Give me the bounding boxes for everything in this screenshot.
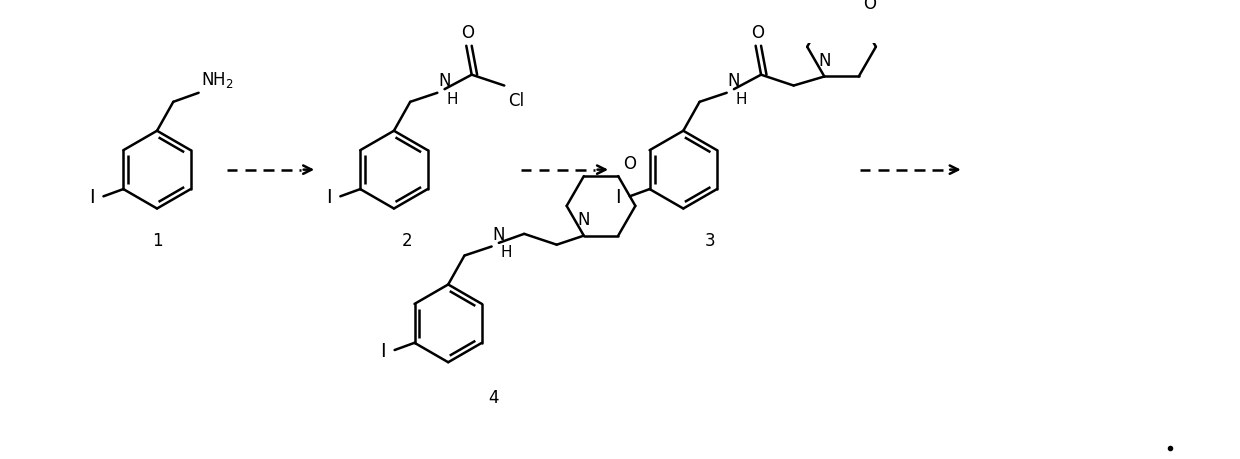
Text: N: N — [818, 52, 831, 70]
Text: 4: 4 — [489, 388, 498, 406]
Text: N: N — [578, 211, 590, 229]
Text: N: N — [438, 72, 451, 90]
Text: N: N — [492, 225, 505, 243]
Text: H: H — [735, 91, 748, 106]
Text: H: H — [446, 91, 458, 106]
Text: I: I — [615, 187, 621, 207]
Text: 1: 1 — [151, 232, 162, 250]
Text: 3: 3 — [706, 232, 715, 250]
Text: Cl: Cl — [508, 92, 525, 110]
Text: I: I — [89, 187, 94, 207]
Text: O: O — [863, 0, 877, 13]
Text: 2: 2 — [402, 232, 413, 250]
Text: O: O — [622, 154, 636, 172]
Text: N: N — [728, 72, 740, 90]
Text: H: H — [501, 245, 512, 260]
Text: O: O — [461, 24, 475, 42]
Text: O: O — [751, 24, 764, 42]
Text: I: I — [326, 187, 331, 207]
Text: NH$_2$: NH$_2$ — [201, 70, 234, 90]
Text: I: I — [379, 341, 386, 360]
